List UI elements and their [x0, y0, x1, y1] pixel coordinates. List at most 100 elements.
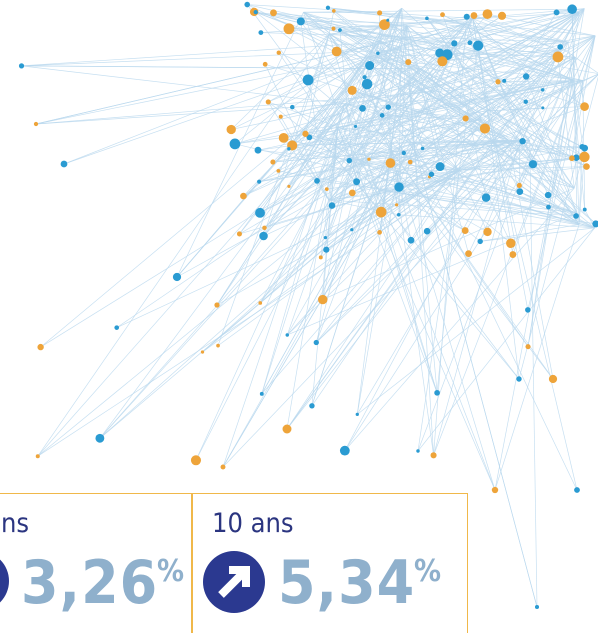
node — [367, 158, 370, 161]
node — [464, 14, 470, 20]
node — [173, 273, 181, 281]
node — [376, 52, 379, 55]
node — [416, 449, 419, 452]
node — [221, 465, 226, 470]
node — [255, 147, 262, 154]
node — [37, 344, 43, 350]
node — [386, 19, 389, 22]
node — [258, 30, 263, 35]
node — [402, 151, 406, 155]
node — [284, 23, 295, 34]
node — [350, 228, 353, 231]
node — [287, 185, 290, 188]
node — [329, 202, 336, 209]
node — [524, 100, 528, 104]
node — [260, 392, 264, 396]
node — [214, 302, 219, 307]
node — [516, 188, 523, 195]
node — [541, 106, 544, 109]
node — [287, 147, 290, 150]
node — [323, 247, 329, 253]
node — [516, 376, 521, 381]
node — [579, 144, 585, 150]
node — [480, 123, 490, 133]
node — [326, 6, 330, 10]
node — [283, 425, 292, 434]
stat-box: 10 ans 5,34 % — [191, 493, 468, 633]
node — [465, 250, 472, 257]
node — [549, 375, 557, 383]
node — [579, 152, 589, 162]
node — [237, 231, 242, 236]
node — [262, 226, 267, 231]
node — [254, 10, 258, 14]
node — [509, 251, 516, 258]
node — [483, 228, 491, 236]
link — [235, 8, 402, 144]
node — [440, 12, 445, 17]
node — [19, 63, 24, 68]
node — [270, 160, 275, 165]
node — [429, 172, 434, 177]
node — [395, 203, 398, 206]
node — [437, 56, 447, 66]
node — [405, 59, 411, 65]
stat-box: ns 3,26 % — [0, 493, 193, 633]
node — [276, 169, 280, 173]
node — [114, 325, 119, 330]
node — [257, 180, 261, 184]
node — [279, 133, 289, 143]
node — [553, 52, 564, 63]
node — [359, 105, 366, 112]
node — [309, 403, 314, 408]
node — [230, 139, 241, 150]
node — [216, 344, 220, 348]
node — [580, 102, 589, 111]
arrow-icon — [202, 550, 266, 614]
node — [467, 40, 472, 45]
link — [418, 170, 459, 451]
stat-value: 3,26 — [21, 548, 158, 618]
arrow-icon — [0, 550, 9, 612]
node — [354, 125, 357, 128]
link — [36, 104, 345, 124]
node — [332, 9, 336, 13]
node — [574, 487, 580, 493]
node — [325, 187, 329, 191]
node — [525, 344, 530, 349]
node — [290, 105, 295, 110]
node — [302, 131, 308, 137]
node — [436, 162, 445, 171]
node — [95, 434, 104, 443]
node — [546, 205, 551, 210]
node — [554, 9, 560, 15]
node — [362, 79, 373, 90]
node — [477, 239, 482, 244]
node — [434, 390, 440, 396]
node — [318, 295, 327, 304]
node — [529, 160, 537, 168]
node — [517, 183, 522, 188]
node — [380, 113, 385, 118]
node — [492, 487, 498, 493]
node — [353, 178, 360, 185]
node — [314, 340, 319, 345]
node — [338, 28, 342, 32]
node — [424, 228, 431, 235]
node — [471, 12, 478, 19]
node — [266, 99, 271, 104]
node — [386, 158, 396, 168]
link — [256, 12, 369, 56]
node — [557, 44, 563, 50]
node — [523, 73, 529, 79]
node — [61, 161, 68, 168]
node — [583, 163, 590, 170]
node — [279, 115, 283, 119]
node — [303, 75, 314, 86]
node — [498, 12, 506, 20]
stat-unit: % — [157, 554, 184, 589]
node — [259, 232, 268, 241]
stat-value: 5,34 — [278, 548, 415, 618]
node — [386, 104, 391, 109]
node — [356, 413, 359, 416]
